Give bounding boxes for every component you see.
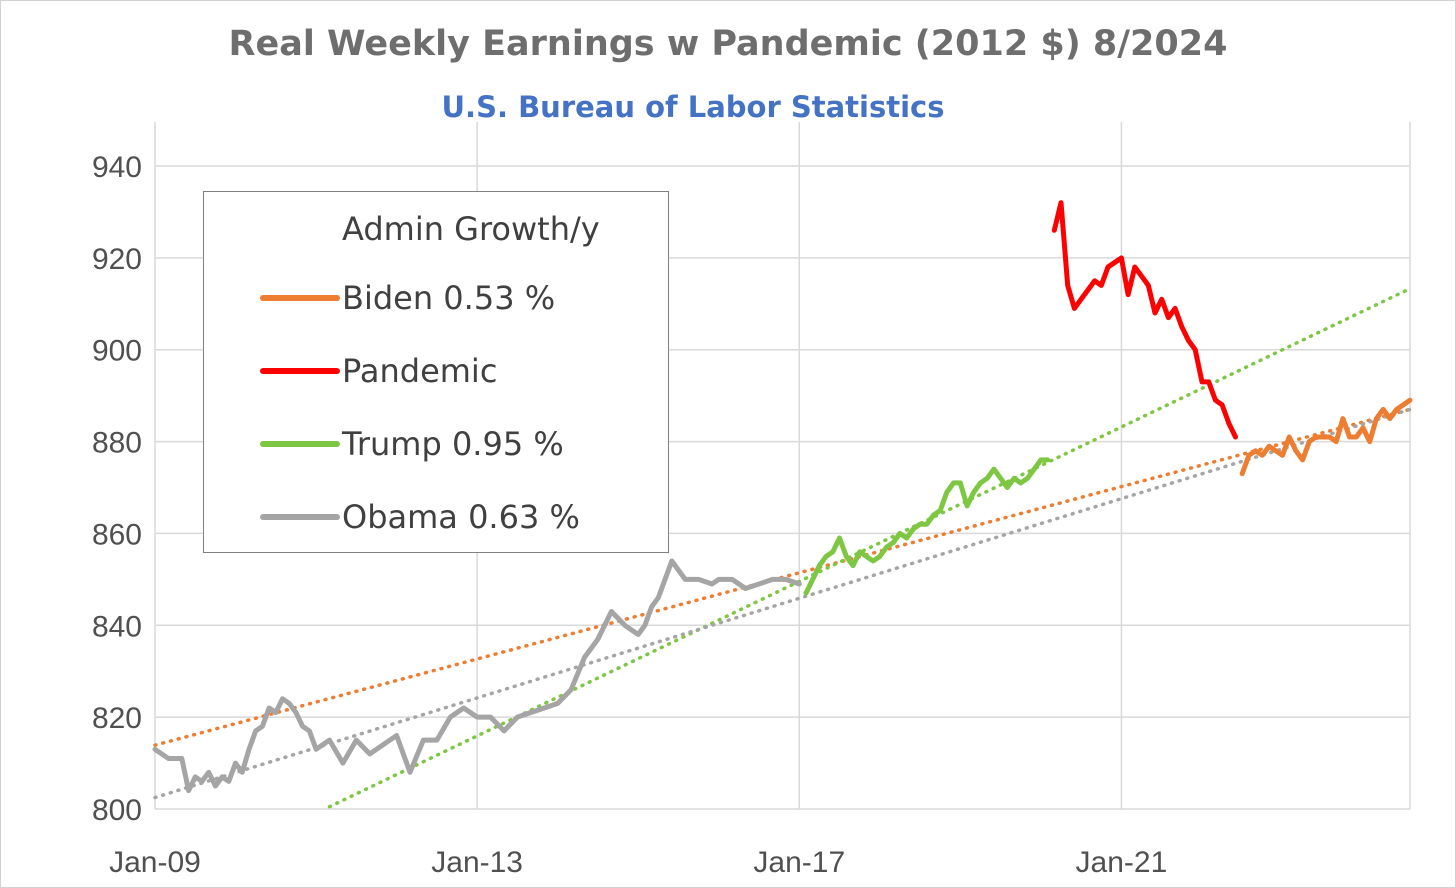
legend-label-trump: Trump 0.95 % <box>342 425 564 463</box>
series-line-biden <box>1239 397 1413 477</box>
legend-swatch-obama <box>260 514 340 520</box>
y-tick-label: 920 <box>92 243 142 276</box>
series-line-trump <box>803 457 1051 596</box>
x-tick-label: Jan-17 <box>753 846 845 879</box>
trendline <box>153 407 1412 800</box>
y-tick-label: 900 <box>92 335 142 368</box>
series-line-pandemic <box>1051 200 1238 440</box>
legend-title: Admin Growth/y <box>342 210 600 248</box>
series-line-obama <box>152 558 802 794</box>
y-tick-label: 820 <box>92 702 142 735</box>
x-tick-label: Jan-13 <box>431 846 523 879</box>
x-tick-label: Jan-21 <box>1076 846 1168 879</box>
legend-swatch-biden <box>260 295 340 301</box>
legend-label-biden: Biden 0.53 % <box>342 279 556 317</box>
chart-legend: Admin Growth/y Biden 0.53 % Pandemic Tru… <box>203 191 669 553</box>
legend-swatch-trump <box>260 441 340 447</box>
legend-label-pandemic: Pandemic <box>342 352 498 390</box>
y-tick-label: 860 <box>92 518 142 551</box>
y-tick-label: 940 <box>92 151 142 184</box>
y-tick-label: 840 <box>92 610 142 643</box>
chart-subtitle: U.S. Bureau of Labor Statistics <box>441 90 945 124</box>
x-tick-label: Jan-09 <box>109 846 201 879</box>
legend-swatch-pandemic <box>260 368 340 374</box>
trendline <box>327 286 1412 809</box>
y-tick-label: 880 <box>92 427 142 460</box>
chart-title: Real Weekly Earnings w Pandemic (2012 $)… <box>228 24 1228 64</box>
y-tick-label: 800 <box>92 794 142 827</box>
legend-label-obama: Obama 0.63 % <box>342 498 580 536</box>
